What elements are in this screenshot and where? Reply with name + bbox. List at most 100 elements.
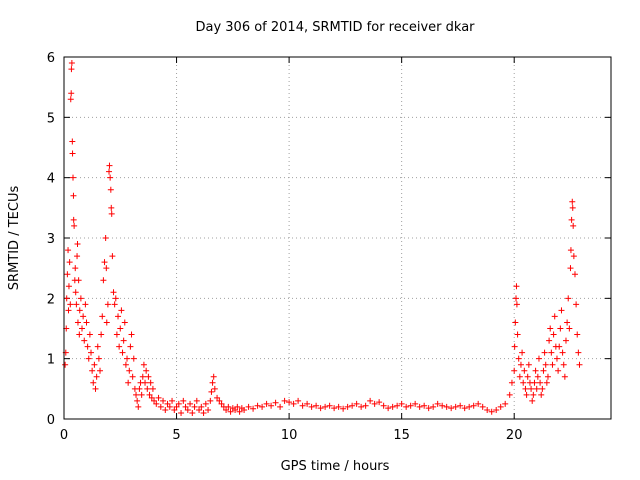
data-point [216, 397, 223, 404]
data-point [70, 192, 77, 199]
data-point [538, 391, 545, 398]
data-point [92, 385, 99, 392]
data-point [362, 402, 369, 409]
data-point [286, 399, 293, 406]
data-point [144, 385, 151, 392]
data-point [567, 247, 574, 254]
data-points [62, 60, 583, 416]
data-point [202, 400, 209, 407]
data-point [522, 385, 529, 392]
data-point [241, 406, 248, 413]
data-point [65, 307, 72, 314]
data-point [88, 349, 95, 356]
data-point [568, 216, 575, 223]
data-point [191, 403, 198, 410]
data-point [371, 400, 378, 407]
data-point [142, 379, 149, 386]
data-point [263, 400, 270, 407]
data-point [148, 394, 155, 401]
data-point [143, 367, 150, 374]
data-point [110, 289, 117, 296]
data-point [551, 313, 558, 320]
data-point [128, 331, 135, 338]
data-point [162, 406, 169, 413]
data-point [398, 400, 405, 407]
data-point [75, 277, 82, 284]
data-point [107, 174, 114, 181]
data-point [513, 295, 520, 302]
data-point [403, 403, 410, 410]
data-point [569, 198, 576, 205]
data-point [556, 343, 563, 350]
data-point [439, 402, 446, 409]
data-point [531, 379, 538, 386]
data-point [117, 325, 124, 332]
data-point [560, 361, 567, 368]
data-point [576, 361, 583, 368]
data-point [517, 361, 524, 368]
data-point [71, 222, 78, 229]
data-point [134, 397, 141, 404]
data-point [178, 409, 185, 416]
data-point [157, 403, 164, 410]
data-point [175, 400, 182, 407]
x-tick-label: 15 [393, 428, 410, 443]
data-point [513, 301, 520, 308]
data-point [512, 319, 519, 326]
data-point [524, 373, 531, 380]
axis-ticks: 0 5 10 15 20 0 1 2 3 4 5 6 [47, 51, 611, 443]
data-point [484, 406, 491, 413]
data-point [555, 367, 562, 374]
data-point [322, 403, 329, 410]
data-point [340, 405, 347, 412]
data-point [207, 397, 214, 404]
data-point [182, 403, 189, 410]
data-point [443, 403, 450, 410]
data-point [155, 394, 162, 401]
data-point [223, 406, 230, 413]
x-tick-label: 0 [60, 428, 68, 443]
data-point [335, 403, 342, 410]
data-point [135, 403, 142, 410]
data-point [493, 406, 500, 413]
data-point [100, 277, 107, 284]
y-tick-label: 6 [47, 51, 55, 66]
data-point [575, 349, 582, 356]
data-point [547, 325, 554, 332]
data-point [187, 400, 194, 407]
data-point [540, 367, 547, 374]
data-point [106, 162, 113, 169]
data-point [534, 373, 541, 380]
data-point [511, 343, 518, 350]
data-point [567, 265, 574, 272]
data-point [574, 331, 581, 338]
data-point [227, 408, 234, 415]
data-point [95, 355, 102, 362]
data-point [136, 385, 143, 392]
data-point [79, 325, 86, 332]
plot-frame [63, 56, 612, 420]
data-point [430, 403, 437, 410]
data-point [140, 361, 147, 368]
data-point [108, 204, 115, 211]
data-point [281, 397, 288, 404]
data-point [529, 397, 536, 404]
data-point [68, 66, 75, 73]
data-point [488, 408, 495, 415]
data-point [193, 397, 200, 404]
data-point [70, 174, 77, 181]
data-point [89, 367, 96, 374]
data-point [570, 253, 577, 260]
data-point [308, 403, 315, 410]
data-point [74, 241, 81, 248]
data-point [245, 403, 252, 410]
data-point [295, 397, 302, 404]
data-point [569, 204, 576, 211]
data-point [561, 373, 568, 380]
data-point [86, 331, 93, 338]
data-point [376, 399, 383, 406]
data-point [541, 349, 548, 356]
data-point [70, 216, 77, 223]
data-point [103, 319, 110, 326]
data-point [63, 295, 70, 302]
